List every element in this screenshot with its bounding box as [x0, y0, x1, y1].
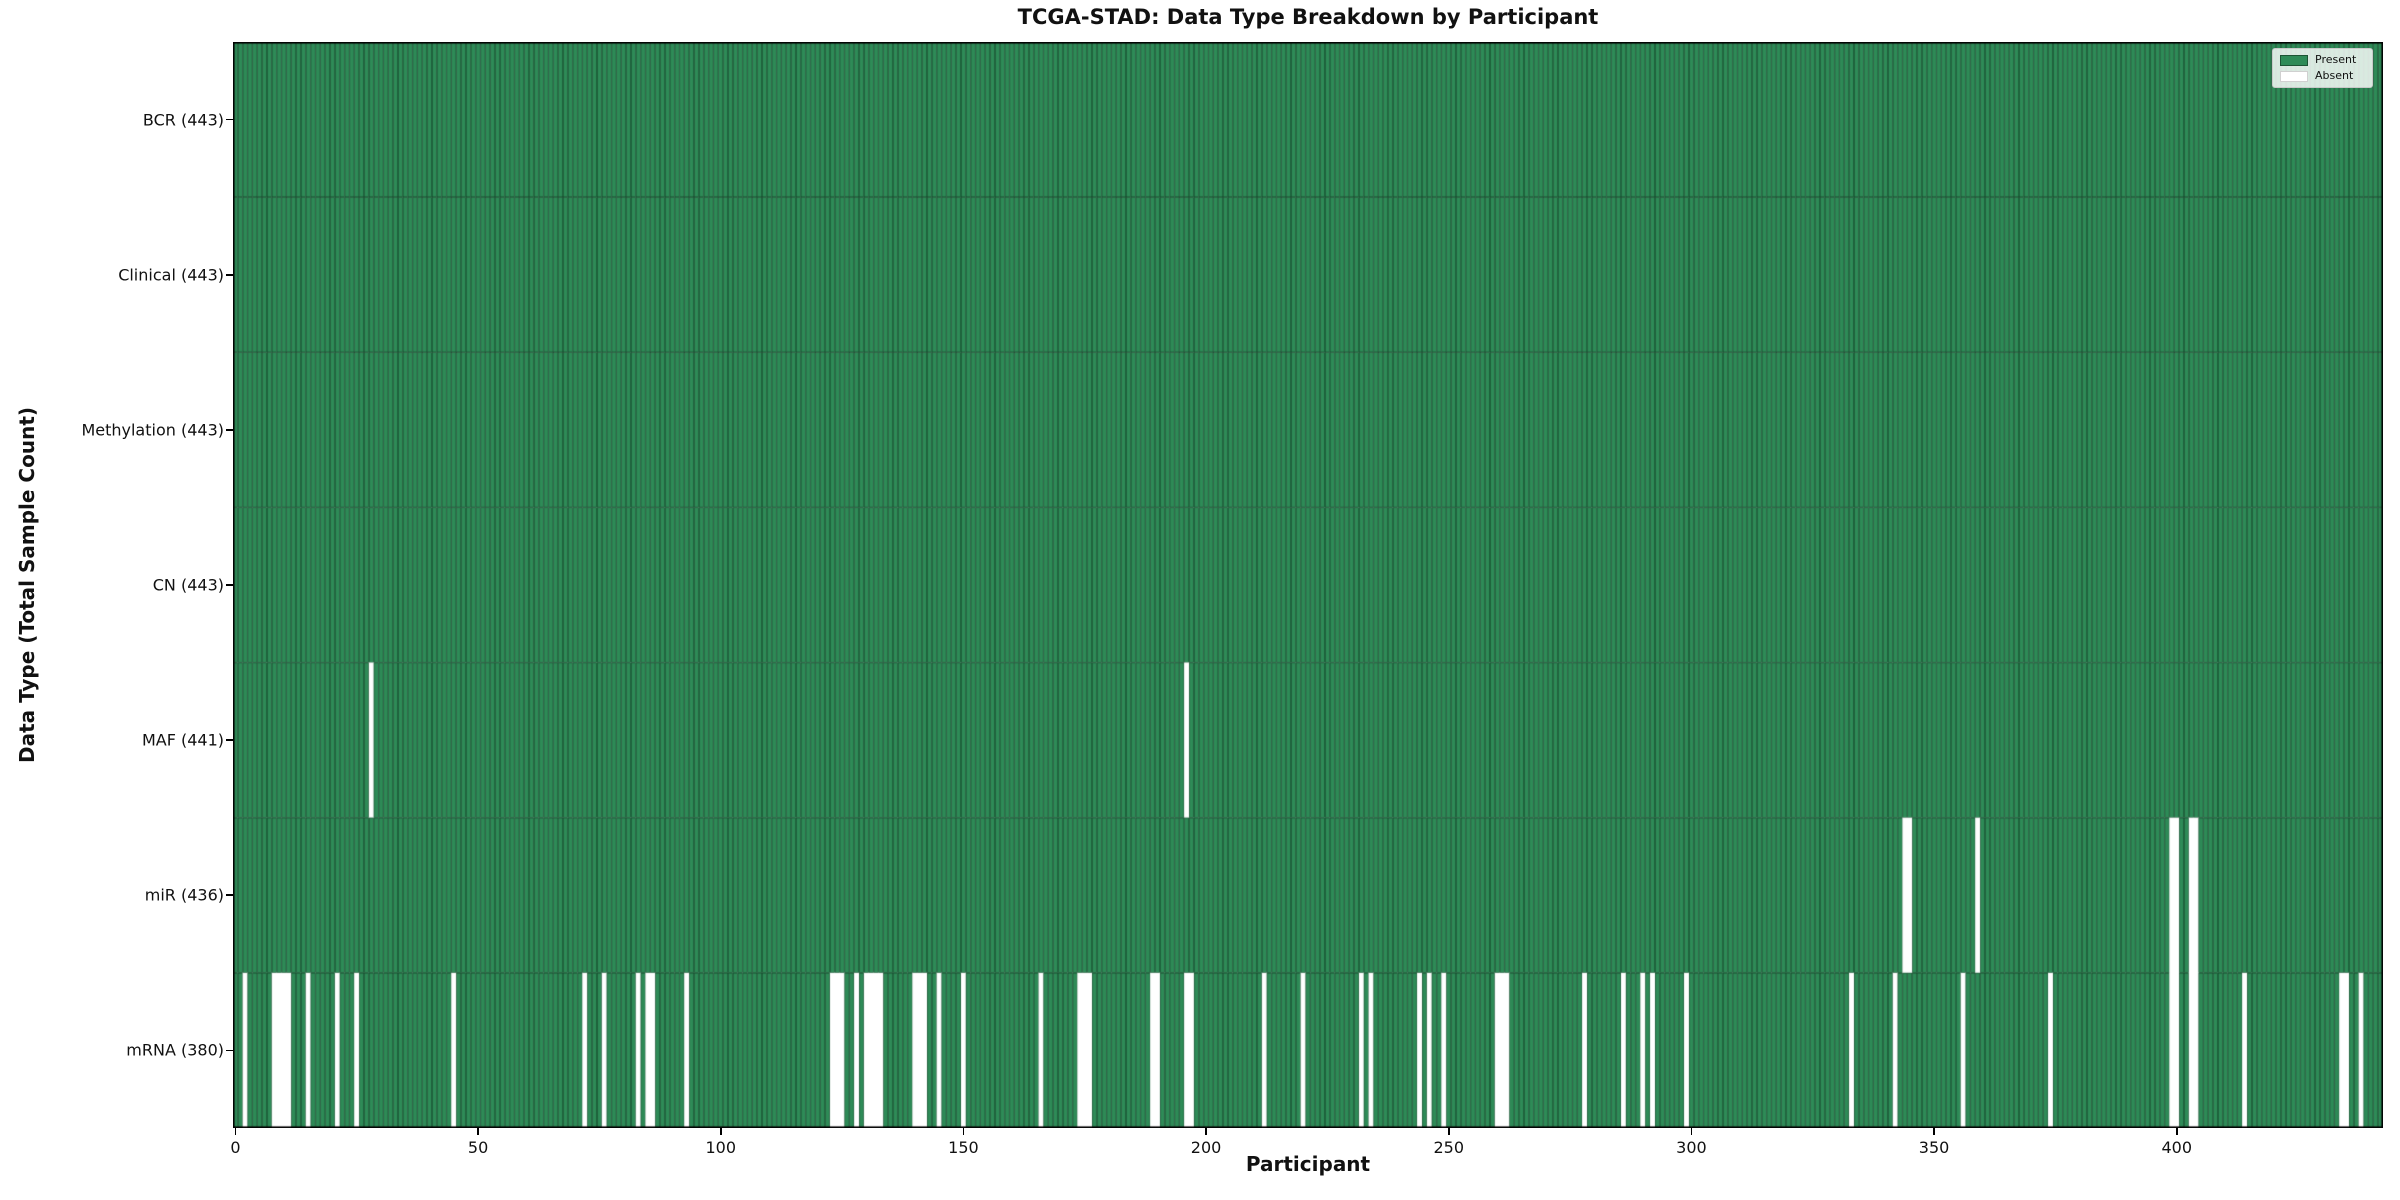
y-tick-label-mir: miR (436)	[144, 885, 224, 905]
y-tick-label-maf: MAF (441)	[141, 730, 224, 750]
x-tick-mark	[1205, 1128, 1207, 1135]
absent-swatch-icon	[2280, 70, 2308, 82]
present-swatch-icon	[2280, 54, 2308, 66]
y-tick-mark	[226, 584, 233, 586]
legend-label-absent: Absent	[2315, 69, 2354, 82]
y-tick-label-methylation: Methylation (443)	[81, 420, 224, 440]
legend-entry-absent: Absent	[2280, 70, 2365, 82]
x-tick-label-400: 400	[2161, 1138, 2193, 1157]
y-tick-mark	[226, 1049, 233, 1052]
y-tick-label-cn: CN (443)	[152, 575, 224, 595]
legend: Present Absent	[2272, 48, 2373, 88]
x-tick-mark	[234, 1128, 237, 1135]
y-tick-mark	[226, 118, 233, 121]
x-tick-mark	[477, 1128, 479, 1135]
y-tick-label-bcr: BCR (443)	[142, 110, 224, 130]
x-tick-mark	[962, 1128, 965, 1135]
x-tick-mark	[1933, 1128, 1935, 1135]
x-tick-mark	[719, 1128, 722, 1135]
x-tick-label-350: 350	[1918, 1138, 1950, 1157]
y-tick-mark	[226, 429, 233, 431]
x-tick-mark	[2175, 1128, 2178, 1135]
x-tick-label-200: 200	[1190, 1138, 1222, 1157]
x-tick-mark	[1690, 1128, 1693, 1135]
x-tick-label-0: 0	[230, 1138, 241, 1157]
y-axis-label: Data Type (Total Sample Count)	[15, 406, 39, 764]
y-tick-label-mrna: mRNA (380)	[126, 1040, 224, 1060]
y-tick-mark	[226, 273, 233, 276]
x-axis-label: Participant	[1245, 1152, 1371, 1176]
x-tick-mark	[1447, 1128, 1450, 1135]
y-tick-mark	[226, 739, 233, 741]
x-tick-label-250: 250	[1433, 1138, 1465, 1157]
x-tick-label-150: 150	[948, 1138, 979, 1157]
x-tick-label-50: 50	[467, 1138, 489, 1157]
presence-matrix-plot	[233, 42, 2383, 1128]
y-tick-mark	[226, 894, 233, 897]
x-tick-label-100: 100	[705, 1138, 737, 1157]
chart-title: TCGA-STAD: Data Type Breakdown by Partic…	[1017, 5, 1599, 29]
y-tick-label-clinical: Clinical (443)	[118, 265, 224, 285]
legend-label-present: Present	[2315, 53, 2357, 66]
x-tick-label-300: 300	[1676, 1138, 1707, 1157]
legend-entry-present: Present	[2280, 54, 2365, 66]
